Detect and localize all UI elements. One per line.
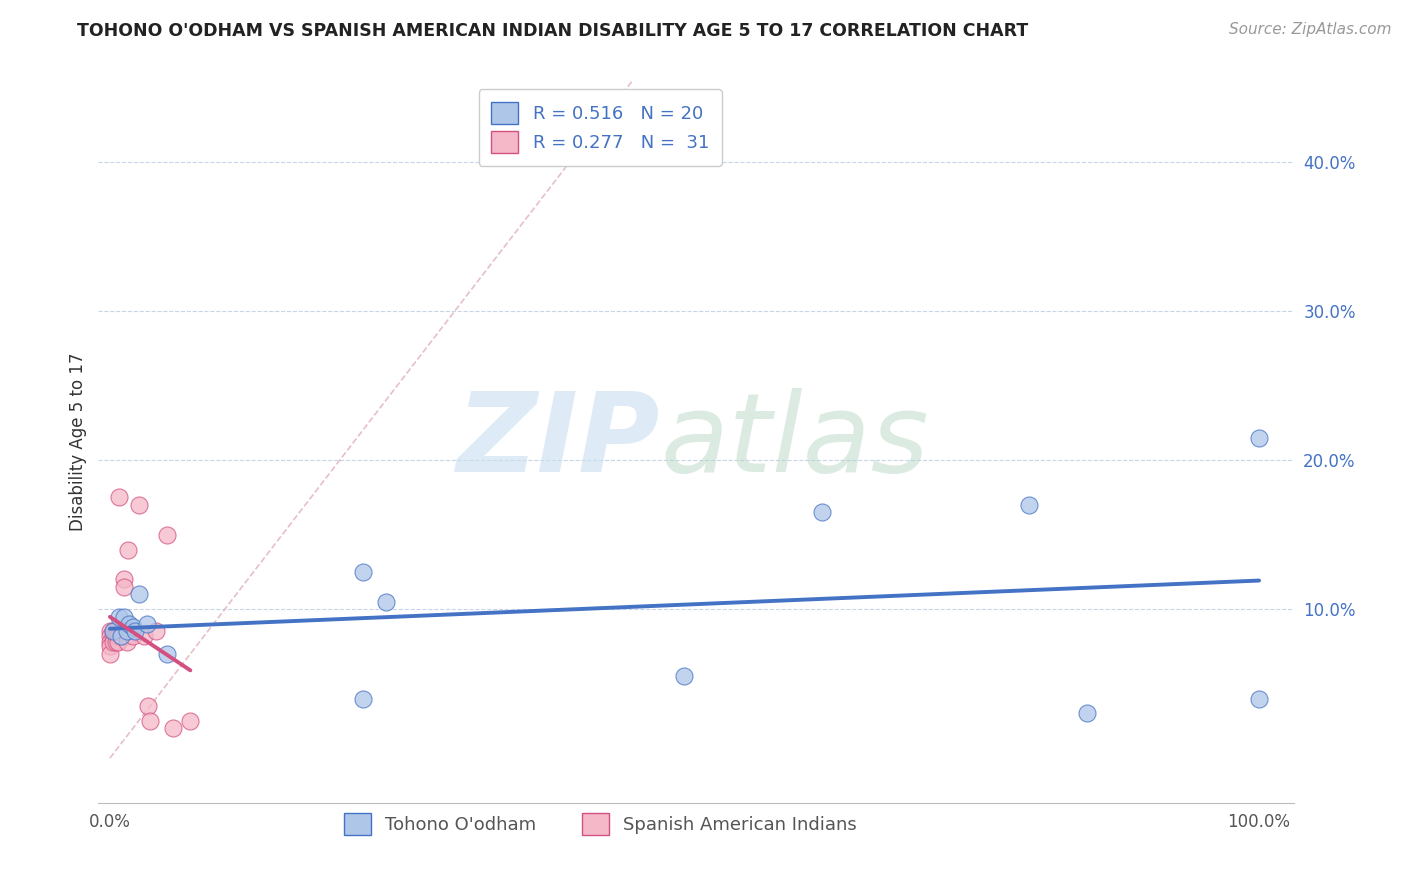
Point <box>128 498 150 512</box>
Point <box>108 491 131 505</box>
Point <box>1018 498 1040 512</box>
Point <box>1247 691 1270 706</box>
Point <box>98 640 121 654</box>
Point <box>103 635 125 649</box>
Point <box>104 635 127 649</box>
Point <box>124 624 146 639</box>
Point <box>122 624 145 639</box>
Point <box>139 714 162 728</box>
Point <box>112 580 135 594</box>
Point <box>122 620 145 634</box>
Point <box>156 527 179 541</box>
Point <box>162 721 184 735</box>
Point <box>98 624 121 639</box>
Y-axis label: Disability Age 5 to 17: Disability Age 5 to 17 <box>69 352 87 531</box>
Point <box>107 635 129 649</box>
Point <box>811 505 834 519</box>
Point <box>352 565 374 579</box>
Point <box>110 629 132 643</box>
Text: atlas: atlas <box>661 388 929 495</box>
Point <box>136 698 159 713</box>
Point <box>103 624 125 639</box>
Point <box>115 635 138 649</box>
Point <box>145 624 167 639</box>
Text: TOHONO O'ODHAM VS SPANISH AMERICAN INDIAN DISABILITY AGE 5 TO 17 CORRELATION CHA: TOHONO O'ODHAM VS SPANISH AMERICAN INDIA… <box>77 22 1029 40</box>
Point <box>107 629 129 643</box>
Point <box>122 629 145 643</box>
Point <box>104 629 127 643</box>
Point <box>134 629 156 643</box>
Text: ZIP: ZIP <box>457 388 661 495</box>
Point <box>103 624 125 639</box>
Point <box>108 609 131 624</box>
Point <box>673 669 696 683</box>
Text: Source: ZipAtlas.com: Source: ZipAtlas.com <box>1229 22 1392 37</box>
Legend: Tohono O'odham, Spanish American Indians: Tohono O'odham, Spanish American Indians <box>335 805 866 845</box>
Point <box>115 629 138 643</box>
Point <box>1076 706 1098 721</box>
Point <box>117 542 139 557</box>
Point <box>115 624 138 639</box>
Point <box>98 635 121 649</box>
Point <box>179 714 201 728</box>
Point <box>98 629 121 643</box>
Point <box>374 595 396 609</box>
Point <box>118 617 141 632</box>
Point <box>1247 431 1270 445</box>
Point <box>128 587 150 601</box>
Point <box>112 572 135 586</box>
Point <box>352 691 374 706</box>
Point <box>156 647 179 661</box>
Point <box>98 647 121 661</box>
Point <box>135 617 157 632</box>
Point <box>104 624 127 639</box>
Point <box>112 609 135 624</box>
Point <box>103 629 125 643</box>
Point <box>110 629 132 643</box>
Point <box>110 624 132 639</box>
